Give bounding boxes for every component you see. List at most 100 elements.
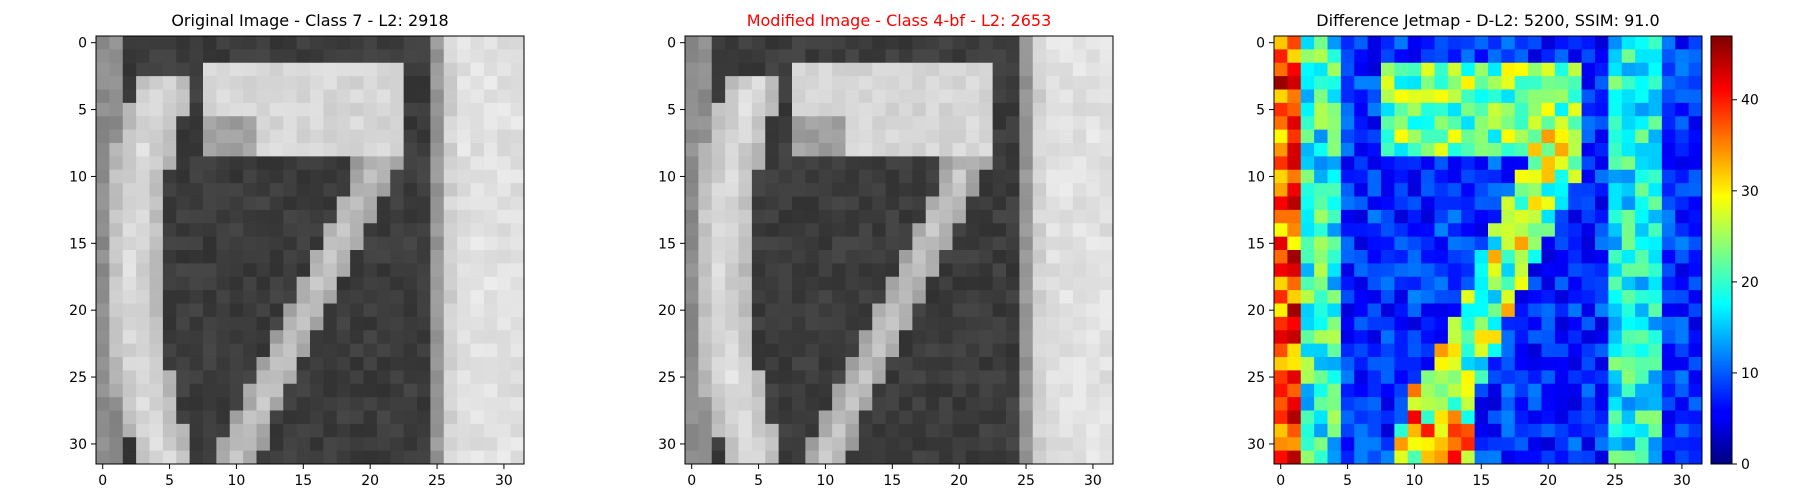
pixel-cell	[685, 36, 699, 50]
pixel-cell	[1541, 397, 1556, 411]
pixel-cell	[1086, 357, 1101, 371]
pixel-cell	[1501, 89, 1516, 104]
pixel-cell	[336, 236, 351, 251]
pixel-cell	[1086, 62, 1101, 77]
pixel-cell	[1421, 76, 1435, 90]
pixel-cell	[979, 196, 994, 211]
pixel-cell	[979, 223, 994, 238]
pixel-cell	[1059, 36, 1074, 50]
pixel-cell	[430, 423, 445, 438]
pixel-cell	[1434, 223, 1449, 238]
pixel-cell	[1621, 36, 1636, 50]
pixel-cell	[136, 343, 150, 358]
pixel-cell	[832, 450, 846, 465]
pixel-cell	[1367, 250, 1382, 264]
pixel-cell	[818, 102, 833, 117]
pixel-cell	[497, 263, 512, 278]
pixel-cell	[350, 89, 364, 104]
pixel-cell	[1407, 89, 1422, 104]
pixel-cell	[1595, 223, 1609, 238]
pixel-cell	[832, 343, 846, 358]
pixel-cell	[1327, 370, 1342, 385]
pixel-cell	[1099, 263, 1114, 278]
pixel-cell	[912, 263, 927, 278]
pixel-cell	[417, 450, 431, 465]
pixel-cell	[1099, 437, 1114, 452]
pixel-cell	[778, 357, 793, 371]
pixel-cell	[310, 102, 324, 117]
pixel-cell	[1488, 169, 1502, 184]
pixel-cell	[1514, 437, 1529, 452]
pixel-cell	[805, 343, 820, 358]
pixel-cell	[1327, 437, 1342, 452]
pixel-cell	[805, 383, 820, 398]
pixel-cell	[162, 116, 177, 131]
pixel-cell	[483, 263, 498, 278]
pixel-cell	[510, 36, 525, 50]
pixel-cell	[1274, 62, 1288, 77]
pixel-cell	[885, 236, 900, 251]
pixel-cell	[1595, 343, 1609, 358]
pixel-cell	[1046, 129, 1060, 144]
pixel-cell	[992, 36, 1007, 50]
pixel-cell	[1059, 196, 1074, 211]
pixel-cell	[336, 209, 351, 224]
pixel-cell	[443, 62, 458, 77]
pixel-cell	[858, 156, 873, 171]
pixel-cell	[1474, 62, 1489, 77]
pixel-cell	[1287, 143, 1302, 157]
pixel-cell	[698, 196, 713, 211]
pixel-cell	[323, 397, 338, 411]
pixel-cell	[1621, 330, 1636, 345]
pixel-cell	[711, 410, 726, 425]
pixel-cell	[470, 236, 485, 251]
pixel-cell	[778, 76, 793, 90]
pixel-cell	[832, 116, 846, 131]
pixel-cell	[899, 129, 913, 144]
pixel-cell	[899, 370, 913, 385]
pixel-cell	[497, 102, 512, 117]
pixel-cell	[979, 236, 994, 251]
pixel-cell	[1340, 183, 1355, 197]
pixel-cell	[885, 383, 900, 398]
pixel-cell	[698, 236, 713, 251]
pixel-cell	[470, 303, 485, 318]
pixel-cell	[350, 263, 364, 278]
pixel-cell	[216, 129, 231, 144]
pixel-cell	[283, 143, 298, 157]
pixel-cell	[336, 290, 351, 304]
pixel-cell	[283, 423, 298, 438]
pixel-cell	[296, 357, 311, 371]
pixel-cell	[1461, 276, 1476, 291]
pixel-cell	[965, 450, 980, 465]
pixel-cell	[109, 250, 124, 264]
pixel-cell	[1274, 410, 1288, 425]
pixel-cell	[336, 397, 351, 411]
pixel-cell	[1461, 116, 1476, 131]
pixel-cell	[350, 450, 364, 465]
pixel-cell	[1086, 330, 1101, 345]
pixel-cell	[1595, 276, 1609, 291]
pixel-cell	[1086, 76, 1101, 90]
pixel-cell	[751, 36, 766, 50]
pixel-cell	[778, 116, 793, 131]
pixel-cell	[792, 236, 806, 251]
pixel-cell	[1340, 236, 1355, 251]
pixel-cell	[457, 183, 471, 197]
pixel-cell	[912, 450, 927, 465]
pixel-cell	[1099, 250, 1114, 264]
pixel-cell	[483, 76, 498, 90]
pixel-cell	[136, 423, 150, 438]
pixel-cell	[1461, 383, 1476, 398]
pixel-cell	[1488, 450, 1502, 465]
pixel-cell	[858, 143, 873, 157]
pixel-cell	[1072, 223, 1087, 238]
pixel-cell	[1327, 276, 1342, 291]
pixel-cell	[1661, 116, 1676, 131]
pixel-cell	[162, 183, 177, 197]
pixel-cell	[149, 330, 164, 345]
pixel-cell	[1300, 383, 1315, 398]
pixel-cell	[1528, 236, 1542, 251]
pixel-cell	[1661, 183, 1676, 197]
pixel-cell	[1394, 290, 1409, 304]
